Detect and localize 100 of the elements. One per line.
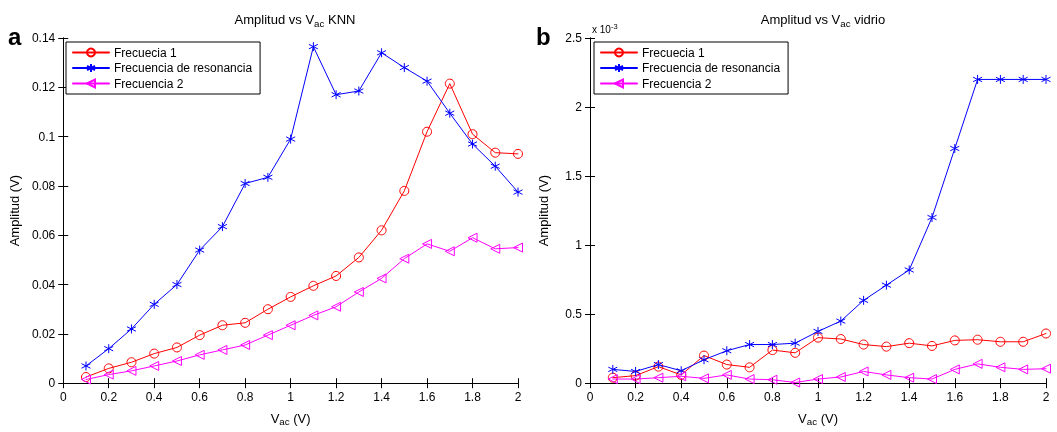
point [262, 304, 273, 315]
x-tick-label: 0.2 [627, 390, 645, 405]
point [80, 360, 91, 371]
point [813, 326, 823, 337]
point [881, 369, 892, 380]
point [194, 349, 205, 360]
point [744, 374, 755, 385]
point [126, 357, 137, 368]
point [995, 336, 1006, 347]
point [376, 273, 387, 284]
point [467, 129, 478, 140]
point [240, 317, 251, 328]
legend-label: Frecuencia de resonancia [114, 61, 253, 75]
point [1041, 74, 1051, 85]
point [744, 339, 755, 350]
point [262, 172, 273, 183]
legend-label: Frecuencia 2 [114, 76, 184, 91]
point [331, 89, 342, 100]
point [676, 365, 687, 376]
x-tick-label: 1 [814, 390, 822, 405]
y-tick-label: 0.14 [31, 31, 56, 45]
point [767, 345, 778, 356]
point [790, 377, 801, 388]
point [767, 339, 778, 350]
point [308, 310, 319, 321]
point [813, 332, 823, 343]
point [835, 371, 846, 382]
y-tick-label: 1 [575, 238, 583, 253]
point [767, 374, 778, 385]
y-tick-label: 0.04 [31, 277, 56, 292]
y-tick-label: 0.5 [565, 307, 583, 322]
point [1018, 364, 1029, 375]
y-tick-label: 1.5 [565, 169, 583, 184]
point [422, 238, 433, 249]
point [194, 245, 205, 256]
x-tick-label: 2 [1042, 390, 1050, 405]
point [217, 221, 228, 232]
point [399, 62, 410, 73]
point [653, 372, 664, 383]
point [972, 74, 983, 85]
point [858, 366, 869, 377]
x-tick-label: 1.6 [946, 390, 964, 405]
y-axis-title: Amplitud (V) [536, 174, 551, 247]
point [467, 232, 478, 243]
point [630, 366, 641, 377]
point [949, 364, 960, 375]
point [1041, 363, 1051, 374]
point [490, 161, 501, 172]
point [444, 108, 455, 119]
y-tick-label: 0.1 [38, 129, 56, 144]
point [630, 370, 641, 381]
point [995, 74, 1006, 85]
point [835, 334, 846, 345]
point [171, 342, 182, 353]
y-tick-label: 0.08 [31, 178, 56, 193]
point [308, 280, 319, 291]
y-tick-label: 0.12 [31, 80, 56, 95]
point [972, 358, 983, 369]
point [721, 345, 732, 356]
point [1018, 336, 1029, 347]
point [103, 363, 114, 374]
point [422, 126, 433, 137]
point [699, 373, 709, 384]
point [513, 242, 523, 253]
point [240, 178, 251, 189]
point [721, 359, 732, 370]
point [949, 143, 960, 154]
point [513, 148, 523, 159]
point [699, 350, 709, 361]
x-tick-label: 1.8 [464, 390, 482, 405]
y-tick-label: 0 [575, 376, 583, 391]
point [744, 362, 755, 373]
point [721, 369, 732, 380]
x-tick-label: 1 [287, 390, 295, 405]
point [813, 374, 823, 385]
x-tick-label: 0.8 [764, 390, 782, 405]
point [353, 286, 364, 297]
point [790, 347, 801, 358]
point [171, 356, 182, 367]
point [285, 134, 296, 145]
point [308, 41, 319, 52]
point [126, 365, 137, 376]
point [881, 280, 892, 291]
point [149, 299, 160, 310]
point [285, 320, 296, 331]
point [904, 338, 915, 349]
point [490, 147, 501, 158]
point [927, 374, 937, 385]
point [881, 341, 892, 352]
legend-label: Frecuencia 2 [642, 76, 712, 91]
point [699, 354, 709, 365]
point [422, 76, 433, 87]
point [331, 301, 342, 312]
point [467, 139, 478, 150]
point [171, 279, 182, 290]
point [103, 369, 114, 380]
point [1041, 328, 1051, 339]
point [103, 343, 114, 354]
point [149, 348, 160, 359]
text: a [8, 22, 22, 50]
